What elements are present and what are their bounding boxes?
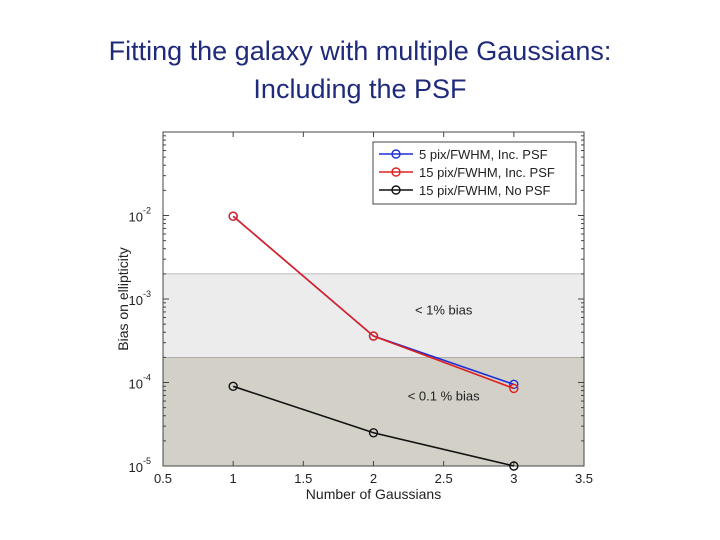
y-tick-exponent: -5 — [143, 456, 151, 466]
legend-box — [372, 141, 577, 205]
y-tick-exponent: -4 — [143, 373, 151, 383]
series-point-2 — [509, 383, 519, 394]
bias-band-1 — [162, 273, 585, 358]
series-point-3 — [509, 461, 519, 471]
x-axis-label: Number of Gaussians — [306, 486, 441, 502]
tick-labels: 0.5 1 1.5 2 2.5 3 3.510-210-310-410 -5< 1% bias… — [129, 206, 594, 487]
legend-label-2: 15 pix/FWHM, Inc. PSF — [419, 165, 555, 180]
legend-label-3: 15 pix/FWHM, No PSF — [419, 183, 551, 198]
bands-layer — [162, 273, 585, 467]
x-tick-label: 3 — [510, 471, 517, 486]
legend-marker-3 — [391, 185, 401, 195]
series-point-3 — [368, 428, 379, 438]
legend-marker-2 — [391, 167, 401, 177]
y-tick-label: 10 — [129, 460, 143, 475]
x-tick-label: 0.5 — [154, 471, 172, 486]
x-tick-label: 1 — [230, 471, 237, 486]
series-point-3 — [228, 381, 238, 392]
title-line-2: Including the PSF — [253, 74, 467, 104]
y-tick-exponent: -2 — [143, 206, 151, 216]
slide-title: Fitting the galaxy with multiple Gaussia… — [0, 32, 720, 108]
title-line-1: Fitting the galaxy with multiple Gaussia… — [108, 36, 612, 66]
bias-band-label-2: < 0.1 % bias — [408, 388, 480, 403]
bias-band-2 — [162, 357, 585, 467]
series-point-2 — [228, 211, 238, 221]
series-layer — [228, 211, 519, 471]
bias-band-label-1: < 1% bias — [415, 302, 473, 317]
legend-label-1: 5 pix/FWHM, Inc. PSF — [419, 147, 548, 162]
y-tick-label: 10 — [129, 210, 143, 225]
legend-marker-1 — [391, 149, 401, 159]
y-tick-label: 10 — [129, 377, 143, 392]
y-axis-label: Bias on ellipticity — [115, 247, 131, 351]
plot-frame — [162, 131, 585, 467]
series-line-3 — [232, 385, 515, 467]
x-tick-label: 2 — [370, 471, 377, 486]
x-tick-label: 3.5 — [575, 471, 593, 486]
y-tick-label: 10 — [129, 293, 143, 308]
legend: 5 pix/FWHM, Inc. PSF 15 pix/FWHM, Inc. PS… — [372, 141, 577, 205]
x-tick-label: 2.5 — [435, 471, 453, 486]
series-point-2 — [368, 331, 379, 341]
series-line-2 — [232, 215, 515, 390]
x-tick-label: 1.5 — [294, 471, 312, 486]
y-tick-exponent: -3 — [143, 289, 151, 299]
